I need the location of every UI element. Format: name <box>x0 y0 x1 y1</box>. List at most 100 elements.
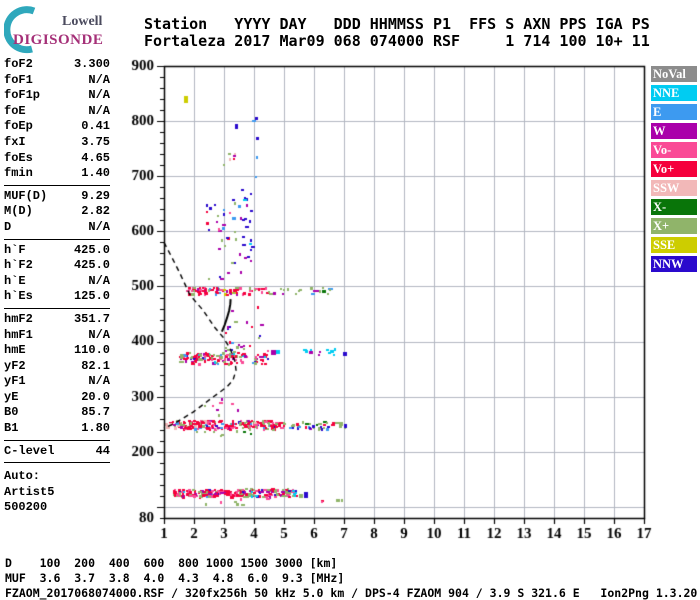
param-value: 1.40 <box>81 166 110 181</box>
param-name: h`F <box>4 242 26 257</box>
param-value: N/A <box>88 327 110 342</box>
param-row: yE 20.0 <box>4 390 110 406</box>
param-value: 85.7 <box>81 405 110 420</box>
param-name: yF1 <box>4 374 26 389</box>
param-value: 20.0 <box>81 389 110 404</box>
param-name: foEp <box>4 119 33 134</box>
param-row: foEp 0.41 <box>4 119 110 135</box>
param-row: h`E N/A <box>4 274 110 290</box>
param-value: N/A <box>88 103 110 118</box>
param-value: N/A <box>88 374 110 389</box>
param-value: 351.7 <box>73 311 110 326</box>
legend-item-x-: X- <box>651 199 697 215</box>
param-value: 1.80 <box>81 421 110 436</box>
bottom-info-block: D 100 200 400 600 800 1000 1500 3000 [km… <box>5 556 697 600</box>
param-name: foF1 <box>4 72 33 87</box>
param-row: MUF(D) 9.29 <box>4 189 110 205</box>
legend-item-nnw: NNW <box>651 256 697 272</box>
param-value: 4.65 <box>81 150 110 165</box>
param-name: h`F2 <box>4 258 33 273</box>
param-row: h`F2 425.0 <box>4 258 110 274</box>
param-name: fxI <box>4 134 26 149</box>
autoscaling-line: Artist5 <box>4 484 55 499</box>
file-info-row: FZAOM_2017068074000.RSF / 320fx256h 50 k… <box>5 586 698 600</box>
param-row: h`F 425.0 <box>4 243 110 259</box>
param-name: foEs <box>4 150 33 165</box>
param-row: foF2 3.300 <box>4 57 110 73</box>
param-row: h`Es 125.0 <box>4 289 110 305</box>
param-row: B1 1.80 <box>4 421 110 437</box>
param-value: 2.82 <box>81 204 110 219</box>
param-row: D N/A <box>4 220 110 236</box>
param-name: hmE <box>4 343 26 358</box>
legend-item-e: E <box>651 104 697 120</box>
panel-separator <box>4 184 110 186</box>
logo-digisonde-text: DIGISONDE <box>13 32 104 48</box>
param-name: yF2 <box>4 358 26 373</box>
legend-item-vo+: Vo+ <box>651 161 697 177</box>
legend-item-noval: NoVal <box>651 66 697 82</box>
param-name: hmF1 <box>4 327 33 342</box>
autoscaling-line: Auto: <box>4 469 41 484</box>
param-name: MUF(D) <box>4 188 48 203</box>
legend-item-sse: SSE <box>651 237 697 253</box>
direction-legend: NoVal NNE E W Vo- Vo+ SSW X- X+ SSE NNW <box>651 66 698 275</box>
param-row: foE N/A <box>4 104 110 120</box>
logo-lowell-text: Lowell <box>62 14 103 29</box>
param-name: foE <box>4 103 26 118</box>
param-row: yF1 N/A <box>4 374 110 390</box>
param-name: fmin <box>4 166 33 181</box>
param-value: 3.75 <box>81 134 110 149</box>
digisonde-logo: Lowell DIGISONDE <box>4 6 124 54</box>
param-value: 110.0 <box>73 343 110 358</box>
param-row: hmF2 351.7 <box>4 312 110 328</box>
param-row: foF1p N/A <box>4 88 110 104</box>
parameter-panel: foF2 3.300 foF1 N/A foF1p N/A foE N/A foEp 0.41 fx… <box>4 57 110 516</box>
param-row: M(D) 2.82 <box>4 204 110 220</box>
param-name: C-level <box>4 443 55 458</box>
param-row: fxI 3.75 <box>4 135 110 151</box>
param-name: yE <box>4 389 19 404</box>
param-row: B0 85.7 <box>4 405 110 421</box>
legend-item-vo-: Vo- <box>651 142 697 158</box>
station-header: Station YYYY DAY DDD HHMMSS P1 FFS S AXN… <box>144 16 650 50</box>
panel-separator <box>4 462 110 464</box>
autoscaling-line: 500200 <box>4 500 48 515</box>
param-value: 3.300 <box>73 57 110 71</box>
station-header-labels: Station YYYY DAY DDD HHMMSS P1 FFS S AXN… <box>144 15 650 33</box>
param-value: N/A <box>88 273 110 288</box>
param-value: N/A <box>88 72 110 87</box>
param-name: B1 <box>4 421 19 436</box>
panel-separator <box>4 439 110 441</box>
legend-item-w: W <box>651 123 697 139</box>
param-value: 0.41 <box>81 119 110 134</box>
param-name: foF1p <box>4 88 41 103</box>
logo-crescent-icon <box>4 6 36 54</box>
param-row: hmF1 N/A <box>4 328 110 344</box>
param-name: h`E <box>4 273 26 288</box>
param-name: h`Es <box>4 289 33 304</box>
param-row: C-level 44 <box>4 444 110 460</box>
param-value: 425.0 <box>73 258 110 273</box>
autoscaling-block: Auto: Artist5 500200 <box>4 469 110 516</box>
param-value: N/A <box>88 88 110 103</box>
station-header-values: Fortaleza 2017 Mar09 068 074000 RSF 1 71… <box>144 32 650 50</box>
param-row: fmin 1.40 <box>4 166 110 182</box>
legend-item-nne: NNE <box>651 85 697 101</box>
legend-item-x+: X+ <box>651 218 697 234</box>
param-value: 82.1 <box>81 358 110 373</box>
panel-separator <box>4 238 110 240</box>
param-value: 125.0 <box>73 289 110 304</box>
distance-row: D 100 200 400 600 800 1000 1500 3000 [km… <box>5 556 338 570</box>
param-value: N/A <box>88 219 110 234</box>
param-name: M(D) <box>4 204 33 219</box>
param-name: foF2 <box>4 57 33 71</box>
legend-item-ssw: SSW <box>651 180 697 196</box>
param-name: hmF2 <box>4 311 33 326</box>
param-value: 425.0 <box>73 242 110 257</box>
param-row: yF2 82.1 <box>4 359 110 375</box>
muf-row: MUF 3.6 3.7 3.8 4.0 4.3 4.8 6.0 9.3 [MHz… <box>5 571 345 585</box>
param-row: hmE 110.0 <box>4 343 110 359</box>
